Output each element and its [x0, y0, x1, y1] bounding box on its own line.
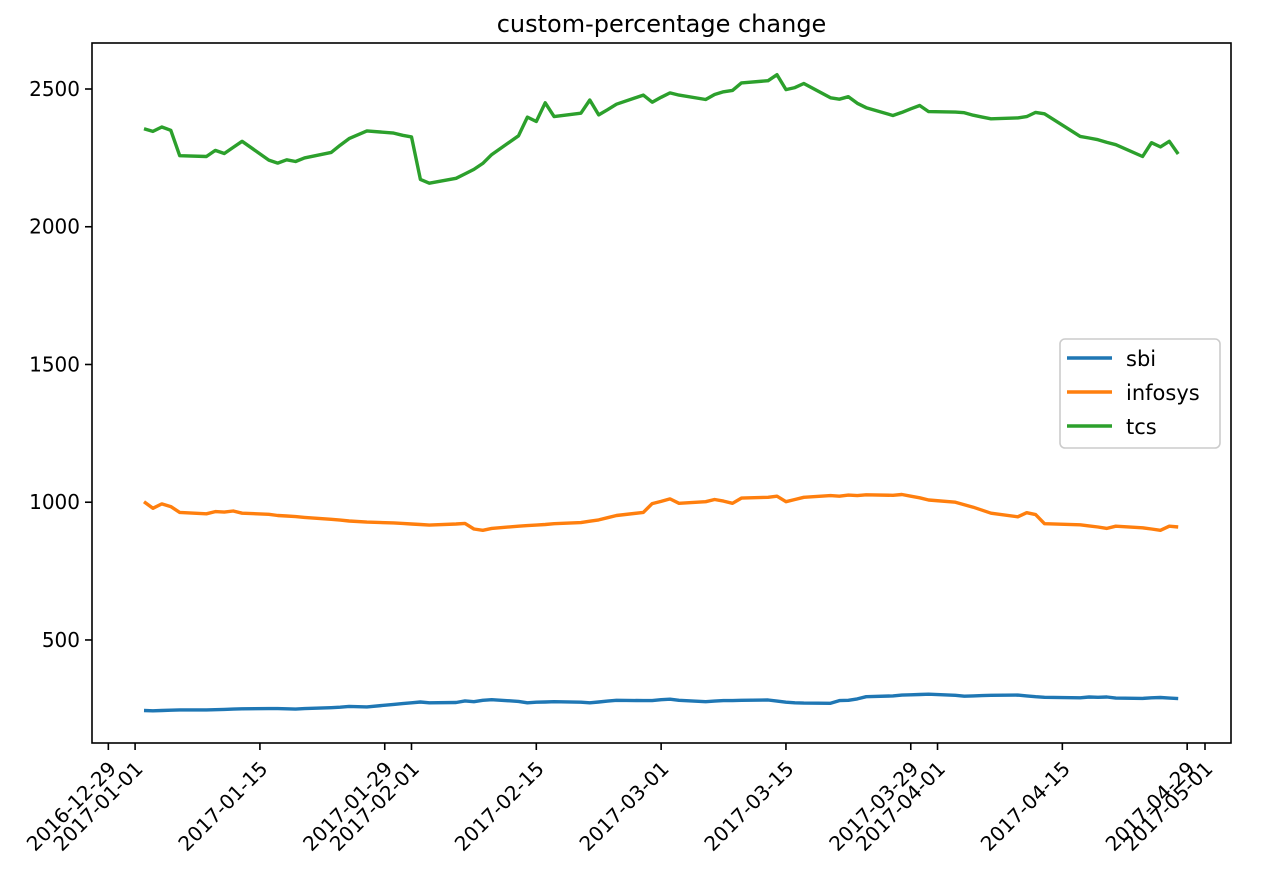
y-axis-tick-label: 1000 [29, 490, 80, 514]
x-axis-tick-label: 2017-02-15 [450, 757, 549, 856]
x-axis-tick-label: 2017-03-01 [575, 757, 674, 856]
x-axis-tick-label: 2017-01-15 [173, 757, 272, 856]
y-axis-tick-label: 2500 [29, 77, 80, 101]
y-axis-tick-label: 500 [42, 628, 80, 652]
chart-title: custom-percentage change [497, 10, 827, 38]
x-axis-tick-label: 2017-03-15 [699, 757, 798, 856]
legend-label-tcs: tcs [1126, 415, 1157, 439]
series-line-tcs [143, 72, 1180, 185]
legend-label-infosys: infosys [1126, 381, 1200, 405]
legend-box [1059, 338, 1221, 449]
series-line-infosys [142, 492, 1179, 532]
series-line-sbi [143, 692, 1179, 713]
y-axis-tick-label: 2000 [29, 215, 80, 239]
y-axis-tick-label: 1500 [29, 352, 80, 376]
legend-label-sbi: sbi [1126, 347, 1156, 371]
x-axis-tick-label: 2017-04-15 [976, 757, 1075, 856]
